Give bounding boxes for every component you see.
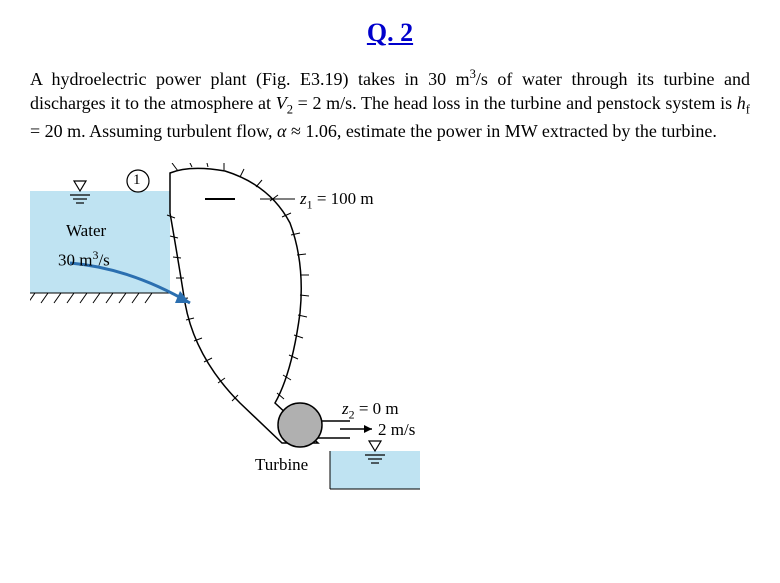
- text: ≈ 1.06, estimate the power in MW extract…: [286, 121, 716, 141]
- turbine-label: Turbine: [255, 455, 308, 475]
- text: = 20 m. Assuming turbulent flow,: [30, 121, 277, 141]
- z2-val: = 0 m: [355, 399, 399, 418]
- z2-label: z2 = 0 m: [342, 399, 399, 422]
- flowrate-label: 30 m3/s: [58, 248, 110, 271]
- text: A hydroelectric power plant (Fig. E3.19)…: [30, 69, 470, 89]
- figure: 1 z1 = 100 m Water 30 m3/s z2 = 0 m 2 m/…: [30, 163, 530, 503]
- vel-arrow-head: [364, 425, 372, 433]
- node-1-label: 1: [133, 172, 141, 189]
- z2-var: z: [342, 399, 349, 418]
- turbine-circle: [278, 403, 322, 447]
- reservoir-water: [30, 191, 170, 293]
- z1-label: z1 = 100 m: [300, 189, 374, 212]
- var-hf: h: [737, 93, 746, 113]
- var-v2: V: [276, 93, 287, 113]
- water-label: Water: [66, 221, 106, 241]
- lower-pool: [330, 451, 420, 489]
- text: = 2 m/s. The head loss in the turbine an…: [293, 93, 737, 113]
- z1-var: z: [300, 189, 307, 208]
- flowrate-num: 30 m: [58, 251, 92, 270]
- question-title: Q. 2: [30, 18, 750, 48]
- flowrate-unit: /s: [98, 251, 109, 270]
- velocity-label: 2 m/s: [378, 420, 415, 440]
- sub-hf: f: [746, 103, 750, 117]
- ground-hatch: [30, 293, 170, 303]
- z1-val: = 100 m: [313, 189, 374, 208]
- diagram-svg: [30, 163, 530, 503]
- dam-outline: [170, 169, 318, 444]
- problem-statement: A hydroelectric power plant (Fig. E3.19)…: [30, 66, 750, 143]
